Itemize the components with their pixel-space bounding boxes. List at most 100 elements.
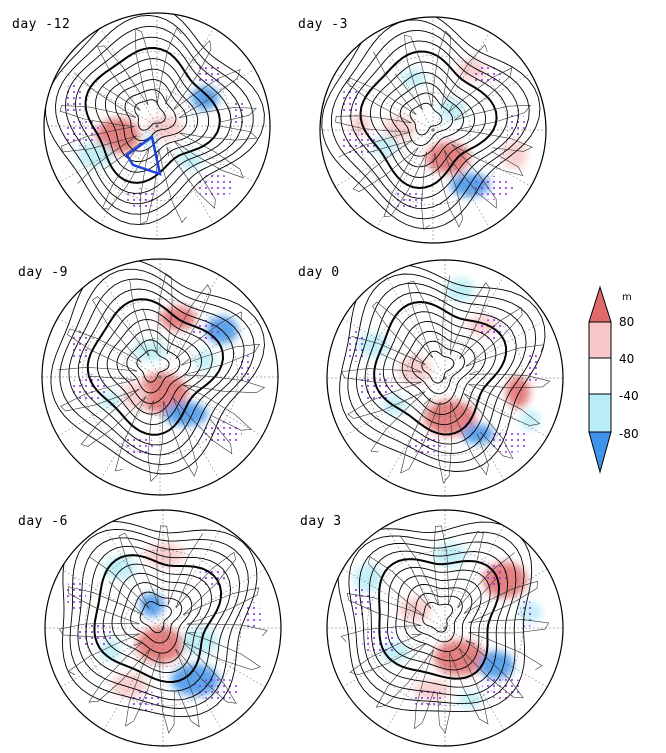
height-contour [359, 50, 498, 190]
height-contour [411, 340, 465, 395]
height-contour [337, 521, 533, 713]
map-content [320, 17, 546, 243]
map-day-0 [326, 259, 564, 497]
colorbar-unit: m [622, 292, 632, 303]
height-contours [321, 17, 541, 230]
colorbar-band-pos-weak [588, 321, 612, 359]
graticule [327, 260, 563, 496]
height-contour [114, 79, 188, 152]
height-contour [106, 319, 203, 415]
height-contour [355, 282, 527, 455]
latitude-circle [358, 55, 508, 205]
stipple-patch [473, 176, 513, 200]
height-contours [337, 521, 533, 713]
coastline [352, 139, 430, 230]
height-contour [84, 46, 221, 184]
stipple-patch [195, 64, 223, 84]
height-contour [77, 288, 234, 446]
height-contour [389, 82, 464, 157]
coastline [142, 273, 242, 360]
panel-label-day-minus-3: day -3 [298, 17, 348, 32]
map-day-minus-12 [43, 12, 271, 240]
map-content [327, 510, 563, 746]
coastline [463, 370, 551, 459]
height-contour [378, 558, 501, 680]
meridian [432, 32, 490, 131]
height-contour [126, 339, 181, 394]
stipple-patch [78, 621, 114, 649]
colorbar-band-neutral [588, 357, 612, 395]
coastline [165, 39, 257, 123]
panel-label-day-0: day 0 [298, 265, 340, 280]
height-contour [65, 25, 243, 205]
height-contour [68, 278, 245, 456]
coastline [450, 282, 545, 367]
meridian [376, 129, 434, 228]
anomaly-blob [401, 69, 425, 87]
stipple-patch [245, 602, 261, 630]
map-border [43, 12, 271, 240]
anomaly-blob [164, 402, 208, 426]
coastlines [341, 275, 551, 484]
anomaly-blob [426, 142, 470, 174]
coastline [97, 27, 182, 111]
region-box [125, 134, 162, 176]
coastline [341, 352, 426, 453]
coastline [89, 525, 203, 610]
stipple-patch [202, 421, 242, 445]
coastline [175, 632, 262, 728]
map-day-minus-3 [319, 16, 547, 244]
stipple-patch [195, 174, 235, 198]
stipple-patch [409, 434, 441, 454]
height-contour [62, 520, 258, 718]
meridian [376, 32, 434, 131]
height-contour [399, 92, 454, 147]
meridian [100, 125, 158, 224]
coastlines [57, 273, 266, 483]
coastline [101, 142, 187, 225]
map-border [44, 509, 282, 747]
stipple-patch [231, 99, 247, 127]
panel-label-day-minus-6: day -6 [18, 514, 68, 529]
stipple-patch [129, 691, 161, 711]
height-contour [421, 350, 455, 384]
height-contour [373, 300, 508, 436]
coastline [59, 72, 137, 184]
stipple-patch [341, 86, 361, 118]
map-content [42, 259, 278, 495]
stipple-patch [350, 585, 370, 617]
colorbar [588, 285, 612, 474]
height-contour [358, 541, 517, 696]
height-contour [392, 321, 487, 415]
height-contour [95, 58, 210, 173]
height-contour [382, 311, 497, 426]
height-contour [368, 550, 509, 688]
coastlines [340, 525, 550, 734]
colorbar-band-neg-weak [588, 393, 612, 433]
graticule [42, 259, 278, 495]
map-day-3 [326, 509, 564, 747]
height-contour [369, 61, 487, 178]
anomaly-blob [104, 556, 136, 580]
stipple-patch [122, 435, 154, 455]
anomaly-blob [458, 692, 482, 708]
height-contour [395, 575, 482, 662]
graticule [327, 510, 563, 746]
height-contour [340, 29, 519, 210]
stipple-patch [64, 118, 100, 146]
height-contour [116, 329, 192, 405]
stipple-patch [70, 331, 90, 363]
coastline [463, 578, 550, 670]
stipple-patch [66, 578, 86, 610]
meridian [432, 73, 531, 131]
height-contour [85, 545, 231, 692]
height-contour [139, 601, 172, 634]
coastline [147, 397, 233, 483]
meridian [156, 28, 214, 127]
anomaly-blob [100, 392, 120, 408]
latitude-circle [82, 51, 232, 201]
colorbar-tick-minus-40: -40 [619, 389, 639, 403]
height-contour [130, 591, 183, 644]
coastline [400, 397, 489, 484]
anomaly-blob [462, 424, 494, 444]
